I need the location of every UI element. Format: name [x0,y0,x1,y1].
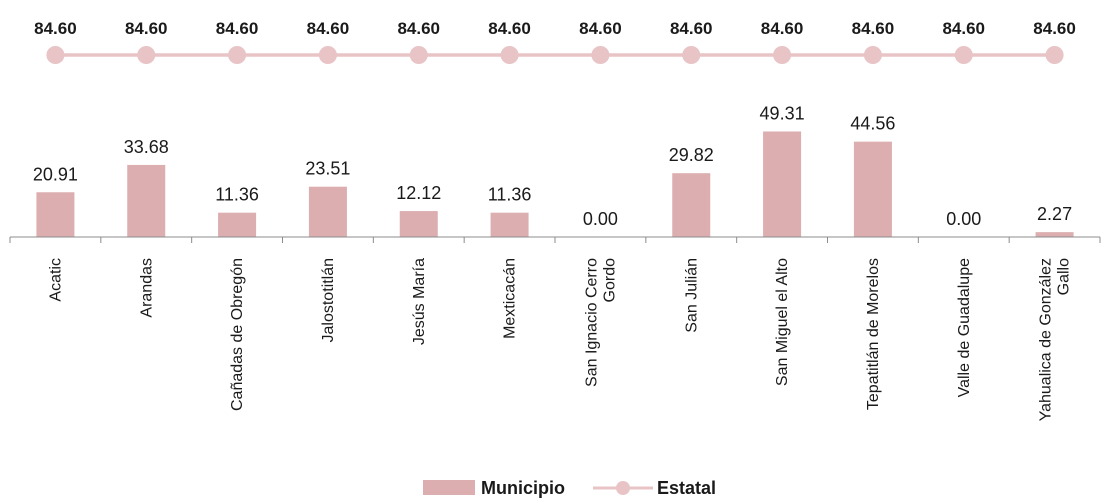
legend-municipio-label: Municipio [481,478,565,498]
category-label-line: Valle de Guadalupe [956,258,973,397]
municipio-value-label: 11.36 [215,185,259,205]
municipio-bar [763,131,802,237]
estatal-value-label: 84.60 [761,19,804,38]
estatal-point [954,46,973,64]
municipio-value-label: 29.82 [669,145,714,165]
category-label-line: Gordo [601,258,618,303]
estatal-point [46,46,65,64]
category-label: Jalostotitlán [320,258,337,343]
municipio-bar [36,192,75,237]
category-label-line: Tepatitlán de Morelos [865,258,882,410]
estatal-value-label: 84.60 [34,19,77,38]
municipio-bar [127,164,166,237]
municipio-bar [399,211,438,237]
category-label-line: Gallo [1056,258,1073,295]
category-label: Mexticacán [502,258,519,339]
category-label-line: Acatic [47,258,64,302]
estatal-point [318,46,337,64]
municipio-value-label: 33.68 [124,137,169,157]
category-label: San Miguel el Alto [774,258,791,386]
estatal-value-label: 84.60 [307,19,350,38]
estatal-point [863,46,882,64]
category-label: Jesús María [411,258,428,345]
estatal-value-label: 84.60 [125,19,168,38]
municipio-value-label: 2.27 [1037,204,1072,224]
municipio-value-label: 0.00 [583,209,618,229]
category-label-line: San Julián [683,258,700,333]
estatal-value-label: 84.60 [216,19,259,38]
category-label: San Julián [683,258,700,333]
category-label: San Ignacio Cerro Gordo [583,258,618,387]
estatal-value-label: 84.60 [579,19,622,38]
estatal-value-label: 84.60 [852,19,895,38]
category-label-line: San Ignacio Cerro [583,258,600,387]
category-label: Acatic [47,258,64,302]
estatal-value-label: 84.60 [488,19,531,38]
legend: Municipio Estatal [423,478,716,498]
category-label-line: Jesús María [411,258,428,345]
category-label: Arandas [138,258,155,318]
estatal-series: 84.60 84.60 84.60 84.60 84.60 84.60 84.60 84.60… [34,19,1076,64]
category-label: Cañadas de Obregón [229,258,246,411]
estatal-point [409,46,428,64]
municipio-value-label: 20.91 [33,164,78,184]
municipio-bar [853,141,892,237]
municipio-bar [308,186,347,237]
category-label-line: Arandas [138,258,155,318]
category-label-line: Mexticacán [502,258,519,339]
legend-estatal-marker [616,481,630,495]
estatal-point [682,46,701,64]
category-label-line: Cañadas de Obregón [229,258,246,411]
category-label: Tepatitlán de Morelos [865,258,882,410]
municipio-value-label: 12.12 [396,183,441,203]
municipio-bar [672,173,711,237]
category-label-line: San Miguel el Alto [774,258,791,386]
municipio-value-label: 0.00 [946,209,981,229]
legend-estatal-label: Estatal [657,478,716,498]
legend-municipio-swatch [423,480,475,495]
estatal-point [500,46,519,64]
category-labels: Acatic Arandas Cañadas de Obregón Jalostoti… [47,258,1072,421]
estatal-value-label: 84.60 [397,19,440,38]
municipio-bar [490,212,529,237]
x-axis [9,236,1101,243]
municipio-value-label: 49.31 [760,103,805,123]
municipio-value-label: 44.56 [850,114,895,134]
estatal-point [228,46,247,64]
category-label: Valle de Guadalupe [956,258,973,397]
municipio-bar [218,212,257,237]
category-label-line: Jalostotitlán [320,258,337,343]
municipio-value-label: 11.36 [488,185,532,205]
municipio-value-label: 23.51 [305,159,350,179]
estatal-value-label: 84.60 [1033,19,1076,38]
estatal-point [137,46,156,64]
municipio-series: 20.91 33.68 11.36 23.51 12.12 11.36 0.00 29.82 4… [33,103,1074,237]
estatal-value-label: 84.60 [670,19,713,38]
estatal-point [1045,46,1064,64]
category-label: Yahualica de González Gallo [1038,258,1073,421]
estatal-point [591,46,610,64]
municipio-bar [1035,232,1074,237]
estatal-point [773,46,792,64]
estatal-value-label: 84.60 [942,19,985,38]
category-label-line: Yahualica de González [1038,258,1055,421]
